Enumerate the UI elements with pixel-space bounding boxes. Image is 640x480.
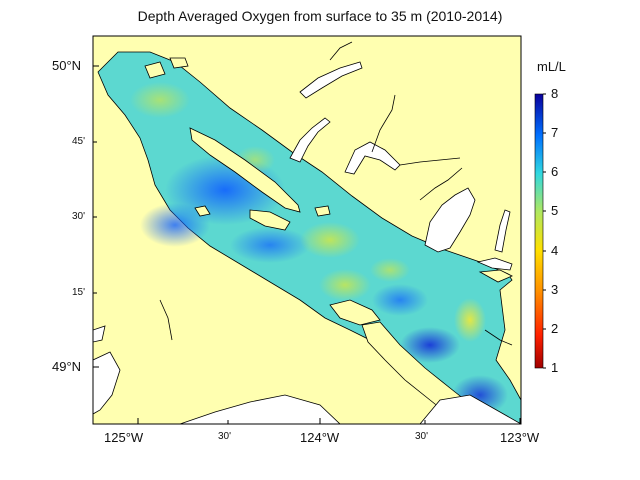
colorbar-tick: 7 bbox=[551, 125, 559, 140]
small-island bbox=[194, 205, 211, 217]
oxygen-low-patch bbox=[130, 82, 190, 118]
river-line bbox=[159, 299, 173, 341]
small-island bbox=[314, 205, 331, 217]
sechelt-inlet bbox=[344, 141, 401, 175]
lat-label-50n: 50°N bbox=[52, 58, 82, 73]
oxygen-low-patch bbox=[319, 269, 371, 301]
colorbar-tick: 5 bbox=[551, 203, 559, 218]
map-frame bbox=[92, 35, 522, 425]
colorbar-unit: mL/L bbox=[537, 59, 566, 74]
lat-label-49n: 49°N bbox=[52, 359, 82, 374]
small-island bbox=[478, 269, 513, 283]
river-line bbox=[484, 329, 513, 346]
colorbar bbox=[534, 93, 544, 369]
river-line bbox=[329, 41, 353, 61]
lasqueti-island bbox=[249, 209, 291, 231]
colorbar-tick: 6 bbox=[551, 164, 559, 179]
southern-strait-white bbox=[179, 394, 341, 424]
lat-label-30: 30' bbox=[72, 211, 86, 222]
toba-inlet bbox=[299, 61, 363, 99]
oxygen-low-patch bbox=[454, 298, 486, 342]
oxygen-high-patch bbox=[230, 227, 310, 263]
colorbar-tick: 3 bbox=[551, 282, 559, 297]
map-title: Depth Averaged Oxygen from surface to 35… bbox=[137, 8, 503, 24]
lon-label-123w: 123°W bbox=[500, 430, 540, 445]
lon-label-30b: 30' bbox=[415, 431, 429, 442]
oxygen-low-patch bbox=[370, 258, 410, 282]
texada-island bbox=[189, 127, 301, 213]
river-line bbox=[371, 94, 396, 153]
colorbar-tick: 4 bbox=[551, 243, 559, 258]
colorbar-tick: 1 bbox=[551, 360, 559, 375]
small-island bbox=[169, 57, 189, 69]
lat-label-45: 45' bbox=[72, 136, 86, 147]
burrard-inlet bbox=[476, 257, 513, 271]
alberni-inlet bbox=[93, 325, 106, 343]
oxygen-low-patch bbox=[300, 222, 360, 258]
lon-label-30a: 30' bbox=[218, 431, 232, 442]
lat-label-15: 15' bbox=[72, 287, 86, 298]
oxygen-high-patch bbox=[140, 203, 210, 247]
small-island bbox=[144, 61, 166, 79]
west-coast-water bbox=[93, 351, 121, 415]
jervis-inlet bbox=[289, 117, 331, 163]
river-line bbox=[399, 157, 461, 166]
lon-label-124w: 124°W bbox=[300, 430, 340, 445]
howe-sound bbox=[424, 187, 476, 253]
indian-arm bbox=[494, 209, 511, 253]
colorbar-tick: 8 bbox=[551, 86, 559, 101]
oxygen-high-patch bbox=[400, 327, 460, 363]
lon-label-125w: 125°W bbox=[104, 430, 144, 445]
river-line bbox=[419, 167, 463, 201]
oxygen-high-patch bbox=[372, 284, 428, 316]
gulf-islands bbox=[329, 299, 381, 326]
puget-white bbox=[419, 394, 521, 424]
colorbar-tick: 2 bbox=[551, 321, 559, 336]
